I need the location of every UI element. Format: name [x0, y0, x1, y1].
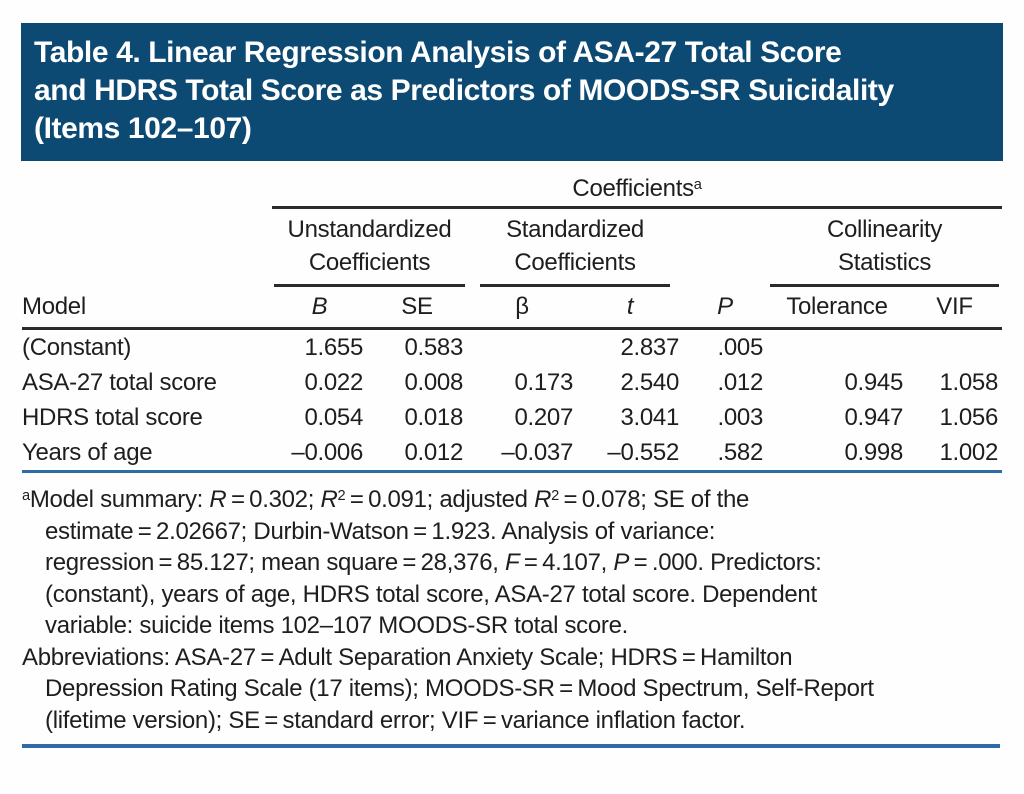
table-title-bar: Table 4. Linear Regression Analysis of A… [21, 23, 1003, 161]
table-cell: 3.041 [620, 403, 679, 431]
row-label: HDRS total score [22, 403, 203, 431]
regression-table: Coefficientsa Unstandardized Coefficient… [22, 170, 1003, 473]
group-standardized: Standardized Coefficients [467, 208, 683, 287]
table-cell: 1.058 [939, 368, 999, 396]
group-unstandardized-label: Unstandardized Coefficients [274, 213, 465, 287]
column-header-t: t [577, 287, 683, 330]
footnotes: aModel summary: R = 0.302; R2 = 0.091; a… [22, 484, 1002, 736]
table-cell: 0.173 [514, 368, 573, 396]
column-header-model: Model [22, 287, 272, 330]
table-cell [467, 329, 577, 366]
spanner-blank-cell [22, 170, 272, 208]
column-header-p: P [683, 287, 767, 330]
group-blank-cell-p [683, 208, 767, 288]
group-header-row: Unstandardized Coefficients Standardized… [22, 208, 1002, 288]
table-row-hdrs: HDRS total score 0.054 0.018 0.207 3.041… [22, 400, 1002, 435]
column-header-se: SE [367, 287, 467, 330]
table-cell [907, 329, 1002, 366]
column-header-b: B [272, 287, 367, 330]
table-cell: 1.002 [907, 435, 1003, 473]
table-cell: 0.207 [514, 403, 573, 431]
table-cell: 1.655 [304, 333, 363, 361]
table-cell: 0.018 [404, 403, 463, 431]
table-cell: 0.008 [404, 368, 463, 396]
group-standardized-label: Standardized Coefficients [480, 213, 670, 287]
footnote-abbreviations: Abbreviations: ASA-27 = Adult Separation… [22, 643, 874, 734]
row-label: ASA-27 total score [22, 368, 217, 396]
row-label: Years of age [22, 435, 272, 473]
table-cell: 0.945 [844, 368, 903, 396]
table-cell: .012 [717, 368, 763, 396]
table-cell: 0.054 [304, 403, 363, 431]
bottom-rule [22, 744, 1000, 748]
table-cell: –0.037 [467, 435, 577, 473]
table-cell: .003 [717, 403, 763, 431]
column-header-tolerance: Tolerance [767, 287, 907, 330]
footnote-model-summary: aModel summary: R = 0.302; R2 = 0.091; a… [22, 486, 822, 639]
table-cell [767, 329, 907, 366]
table-cell: 0.583 [404, 333, 463, 361]
spanner-row: Coefficientsa [22, 170, 1003, 209]
group-collinearity-label: Collinearity Statistics [770, 213, 1000, 287]
group-collinearity: Collinearity Statistics [767, 208, 1002, 287]
table-cell: –0.552 [577, 435, 683, 473]
page: Table 4. Linear Regression Analysis of A… [0, 23, 1024, 748]
table-cell: .005 [717, 333, 763, 361]
column-header-row: Model B SE β t P Tolerance VIF [22, 287, 1003, 330]
table-cell: –0.006 [272, 435, 367, 473]
table-cell: .582 [683, 435, 767, 473]
table-cell: 0.012 [367, 435, 467, 473]
coefficients-spanner-label: Coefficients [572, 175, 694, 202]
table-cell: 0.022 [304, 368, 363, 396]
table-row-age: Years of age –0.006 0.012 –0.037 –0.552 … [22, 435, 1003, 473]
table-row-constant: (Constant) 1.655 0.583 2.837 .005 [22, 329, 1002, 366]
row-label: (Constant) [22, 333, 132, 361]
table-cell: 0.998 [767, 435, 907, 473]
group-unstandardized: Unstandardized Coefficients [272, 208, 467, 287]
coefficients-footnote-marker: a [693, 176, 702, 193]
table-cell: 0.947 [844, 403, 903, 431]
column-header-beta: β [467, 287, 577, 330]
table-content: Coefficientsa Unstandardized Coefficient… [22, 170, 1003, 748]
table-row-asa27: ASA-27 total score 0.022 0.008 0.173 2.5… [22, 365, 1002, 400]
coefficients-spanner: Coefficientsa [272, 170, 1003, 209]
table-cell: 1.056 [939, 403, 999, 431]
table-cell: 2.837 [620, 333, 679, 361]
group-blank-cell [22, 208, 272, 288]
table-cell: 2.540 [620, 368, 679, 396]
table-title: Table 4. Linear Regression Analysis of A… [34, 36, 894, 145]
column-header-vif: VIF [907, 287, 1003, 330]
